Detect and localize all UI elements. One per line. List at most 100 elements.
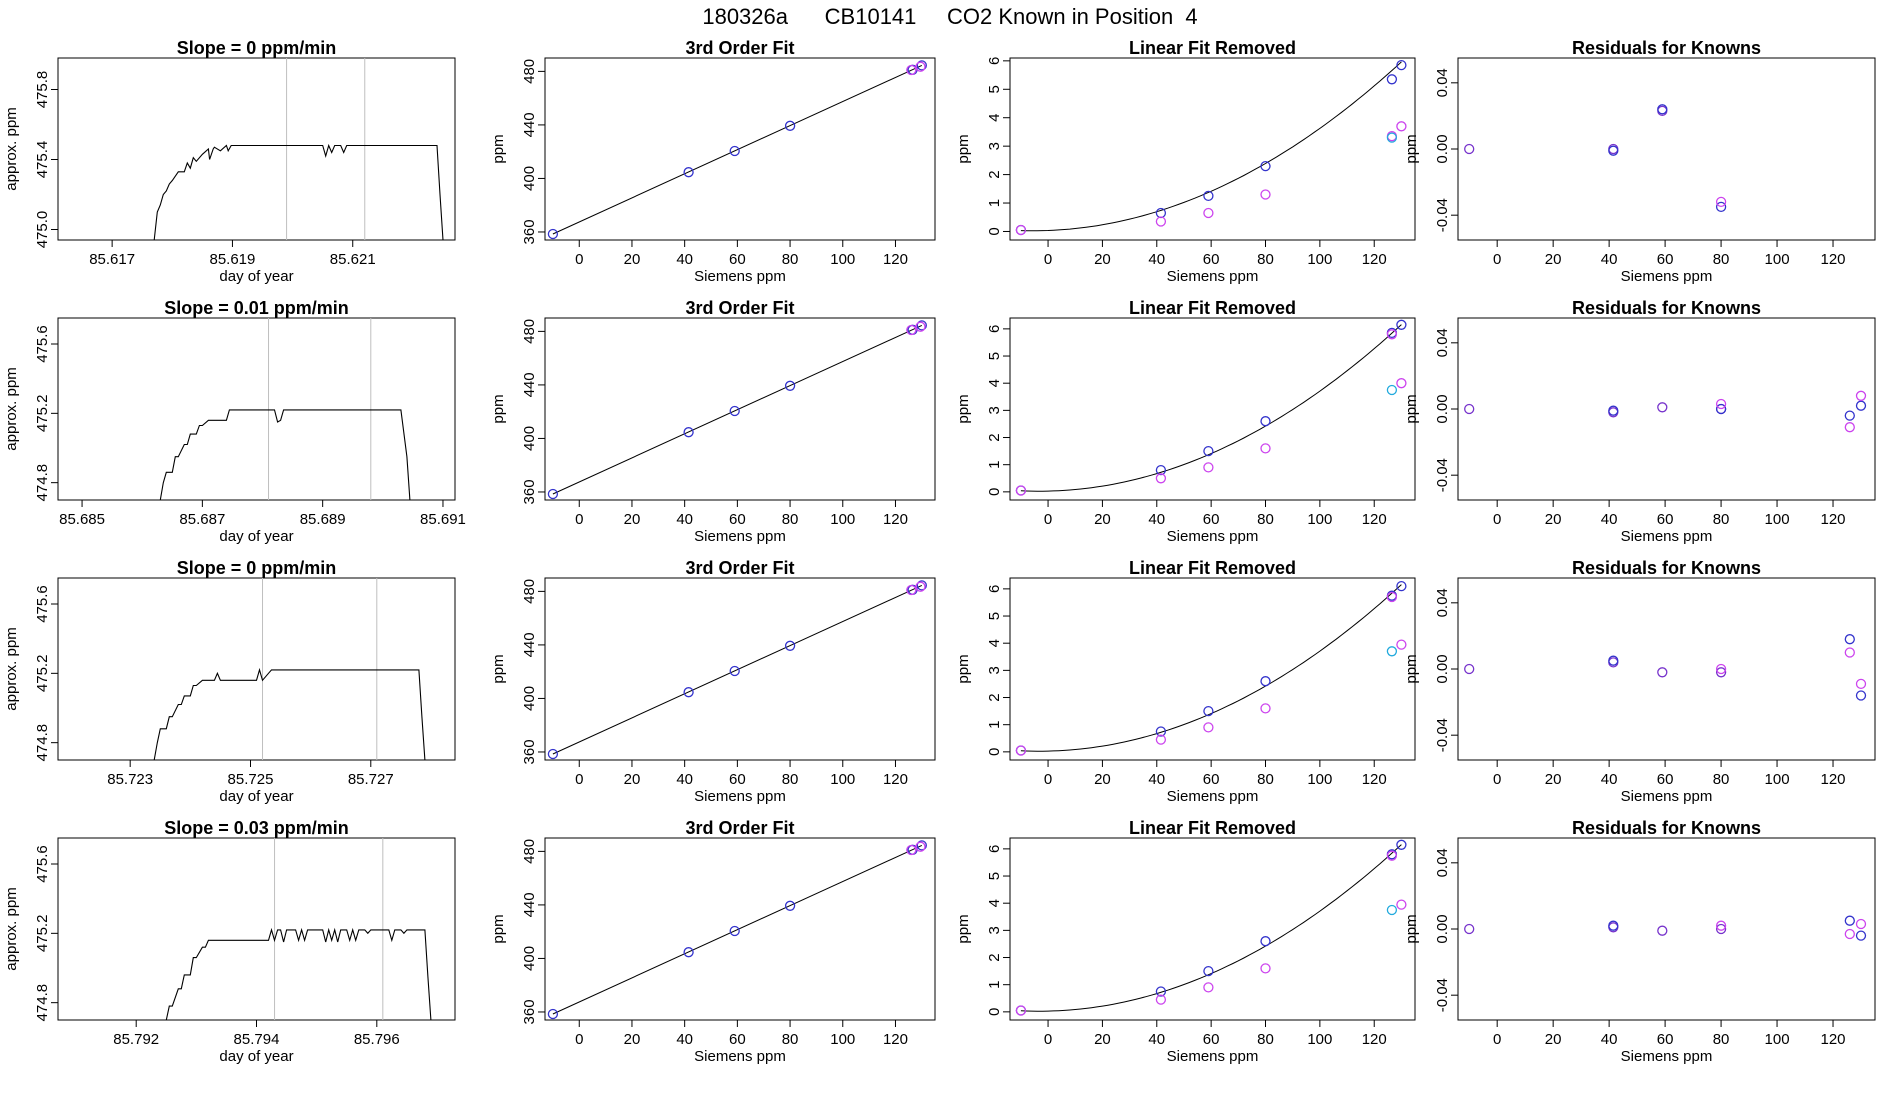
r3-linear-removed-xtick-label: 120 xyxy=(1362,771,1387,788)
r2-fit-ytick-label: 400 xyxy=(521,426,538,451)
r4-fit-point-blue xyxy=(784,900,796,911)
r1-linear-removed-plot-frame xyxy=(1009,57,1416,241)
r4-fit-ytick-label: 440 xyxy=(521,892,538,917)
r2-timeseries-series-line xyxy=(159,409,411,500)
r3-linear-removed-xlabel: Siemens ppm xyxy=(1167,788,1259,805)
r4-fit-point-blue xyxy=(916,840,927,851)
r3-timeseries-xtick-label: 85.727 xyxy=(348,771,394,788)
r1-fit-ytick-label: 480 xyxy=(521,59,538,84)
r3-linear-removed-title: Linear Fit Removed xyxy=(1129,558,1296,578)
r1-linear-removed-xtick-label: 40 xyxy=(1148,251,1165,268)
r1-fit-ylabel: ppm xyxy=(490,134,507,163)
r3-linear-removed-xtick-label: 80 xyxy=(1257,771,1274,788)
r1-residuals-point-purple xyxy=(1464,143,1475,155)
r2-residuals-xtick-label: 20 xyxy=(1545,511,1562,528)
r3-residuals-point-purple xyxy=(1464,663,1475,675)
r2-linear-removed-title: Linear Fit Removed xyxy=(1129,298,1296,318)
r4-residuals-xtick-label: 80 xyxy=(1713,1031,1730,1048)
r2-fit-point-blue xyxy=(916,320,927,331)
r3-residuals-point-magenta xyxy=(1844,647,1855,658)
r1-fit-xtick-label: 80 xyxy=(782,251,799,268)
r1-residuals-chart: Residuals for Knowns 0 20 40 60 80 100 120 -0.04… xyxy=(1403,38,1876,285)
r2-residuals-ytick-label: 0.00 xyxy=(1434,394,1451,423)
r4-linear-removed-point-magenta xyxy=(1396,899,1407,910)
r2-linear-removed-xtick-label: 100 xyxy=(1307,511,1332,528)
r1-residuals-point-blue xyxy=(1657,104,1668,115)
r1-linear-removed-point-magenta xyxy=(1155,216,1167,227)
r2-residuals-xlabel: Siemens ppm xyxy=(1621,528,1713,545)
r4-timeseries-xtick-label: 85.794 xyxy=(234,1031,280,1048)
r3-fit-point-blue xyxy=(683,687,694,698)
r1-linear-removed-ytick-label: 4 xyxy=(986,114,1003,122)
r1-fit-ytick-label: 440 xyxy=(521,112,538,137)
r2-linear-removed-ytick-label: 3 xyxy=(986,406,1003,414)
r1-fit-title: 3rd Order Fit xyxy=(685,38,794,58)
r3-linear-removed-chart: Linear Fit Removed 0 20 40 60 80 100 120 0 1 2 3 4 5 6… xyxy=(955,558,1416,805)
r4-linear-removed-chart: Linear Fit Removed 0 20 40 60 80 100 120 0 1 2 3 4 5 6… xyxy=(955,818,1416,1065)
r1-timeseries-xtick-label: 85.619 xyxy=(209,251,255,268)
r1-fit-point-magenta xyxy=(915,61,926,72)
r4-linear-removed-xtick-label: 60 xyxy=(1203,1031,1220,1048)
r4-linear-removed-ytick-label: 2 xyxy=(986,953,1003,961)
r2-linear-removed-ytick-label: 6 xyxy=(986,325,1003,333)
r3-residuals-xtick-label: 60 xyxy=(1657,771,1674,788)
r1-linear-removed-ytick-label: 2 xyxy=(986,170,1003,178)
r1-residuals-xtick-label: 0 xyxy=(1493,251,1501,268)
r1-residuals-xtick-label: 20 xyxy=(1545,251,1562,268)
r2-fit-xtick-label: 100 xyxy=(830,511,855,528)
r1-linear-removed-point-blue xyxy=(1155,207,1167,219)
r4-linear-removed-ytick-label: 3 xyxy=(986,926,1003,934)
r1-linear-removed-xtick-label: 60 xyxy=(1203,251,1220,268)
r3-linear-removed-xtick-label: 60 xyxy=(1203,771,1220,788)
r3-residuals-point-magenta xyxy=(1855,678,1867,690)
r2-timeseries-ytick-label: 475.2 xyxy=(34,395,51,433)
r3-fit-xtick-label: 80 xyxy=(782,771,799,788)
r1-linear-removed-point-magenta xyxy=(1203,207,1214,219)
r3-fit-xtick-label: 120 xyxy=(883,771,908,788)
r2-fit-xtick-label: 0 xyxy=(575,511,583,528)
r2-timeseries-xtick-label: 85.687 xyxy=(179,511,225,528)
r3-residuals-plot-frame xyxy=(1457,577,1876,761)
r3-residuals-xtick-label: 0 xyxy=(1493,771,1501,788)
r4-fit-xtick-label: 20 xyxy=(624,1031,641,1048)
r2-residuals-chart: Residuals for Knowns 0 20 40 60 80 100 120 -0.04… xyxy=(1403,298,1876,545)
r4-residuals-ytick-label: 0.00 xyxy=(1434,914,1451,943)
r4-residuals-ytick-label: -0.04 xyxy=(1434,978,1451,1012)
r2-fit-ytick-label: 360 xyxy=(521,479,538,504)
r3-timeseries-plot-frame xyxy=(57,577,456,761)
r4-fit-fit-curve xyxy=(552,844,923,1015)
r1-fit-xlabel: Siemens ppm xyxy=(694,268,786,285)
r2-linear-removed-point-blue xyxy=(1203,445,1214,457)
r3-linear-removed-point-cyan xyxy=(1386,646,1398,657)
r2-fit-title: 3rd Order Fit xyxy=(685,298,794,318)
r3-linear-removed-ylabel: ppm xyxy=(955,654,972,683)
r1-linear-removed-ytick-label: 3 xyxy=(986,142,1003,150)
r2-fit-xtick-label: 120 xyxy=(883,511,908,528)
r2-residuals-xtick-label: 100 xyxy=(1765,511,1790,528)
r2-residuals-ylabel: ppm xyxy=(1403,394,1420,423)
r2-linear-removed-point-magenta xyxy=(1155,473,1167,484)
r1-residuals-ylabel: ppm xyxy=(1403,134,1420,163)
r1-linear-removed-xtick-label: 0 xyxy=(1044,251,1052,268)
r4-residuals-point-magenta xyxy=(1855,918,1867,930)
r3-fit-point-blue xyxy=(547,748,559,760)
r3-linear-removed-ytick-label: 1 xyxy=(986,721,1003,729)
r2-fit-ytick-label: 440 xyxy=(521,372,538,397)
r2-linear-removed-point-magenta xyxy=(1203,462,1214,473)
r4-fit-xtick-label: 60 xyxy=(729,1031,746,1048)
r4-linear-removed-point-blue xyxy=(1203,965,1214,977)
r2-timeseries-xtick-label: 85.691 xyxy=(420,511,466,528)
r3-linear-removed-point-magenta xyxy=(1015,745,1027,756)
r3-residuals-point-purple xyxy=(1657,667,1668,678)
r2-linear-removed-point-magenta xyxy=(1015,485,1027,496)
r2-residuals-point-magenta xyxy=(1844,422,1855,433)
r4-fit-xtick-label: 80 xyxy=(782,1031,799,1048)
r3-fit-ytick-label: 360 xyxy=(521,739,538,764)
r1-fit-xtick-label: 20 xyxy=(624,251,641,268)
r4-fit-ytick-label: 360 xyxy=(521,999,538,1024)
r4-fit-point-blue xyxy=(729,925,740,937)
r3-residuals-ylabel: ppm xyxy=(1403,654,1420,683)
r4-timeseries-ytick-label: 474.8 xyxy=(34,984,51,1022)
r2-fit-plot-frame xyxy=(544,317,936,501)
